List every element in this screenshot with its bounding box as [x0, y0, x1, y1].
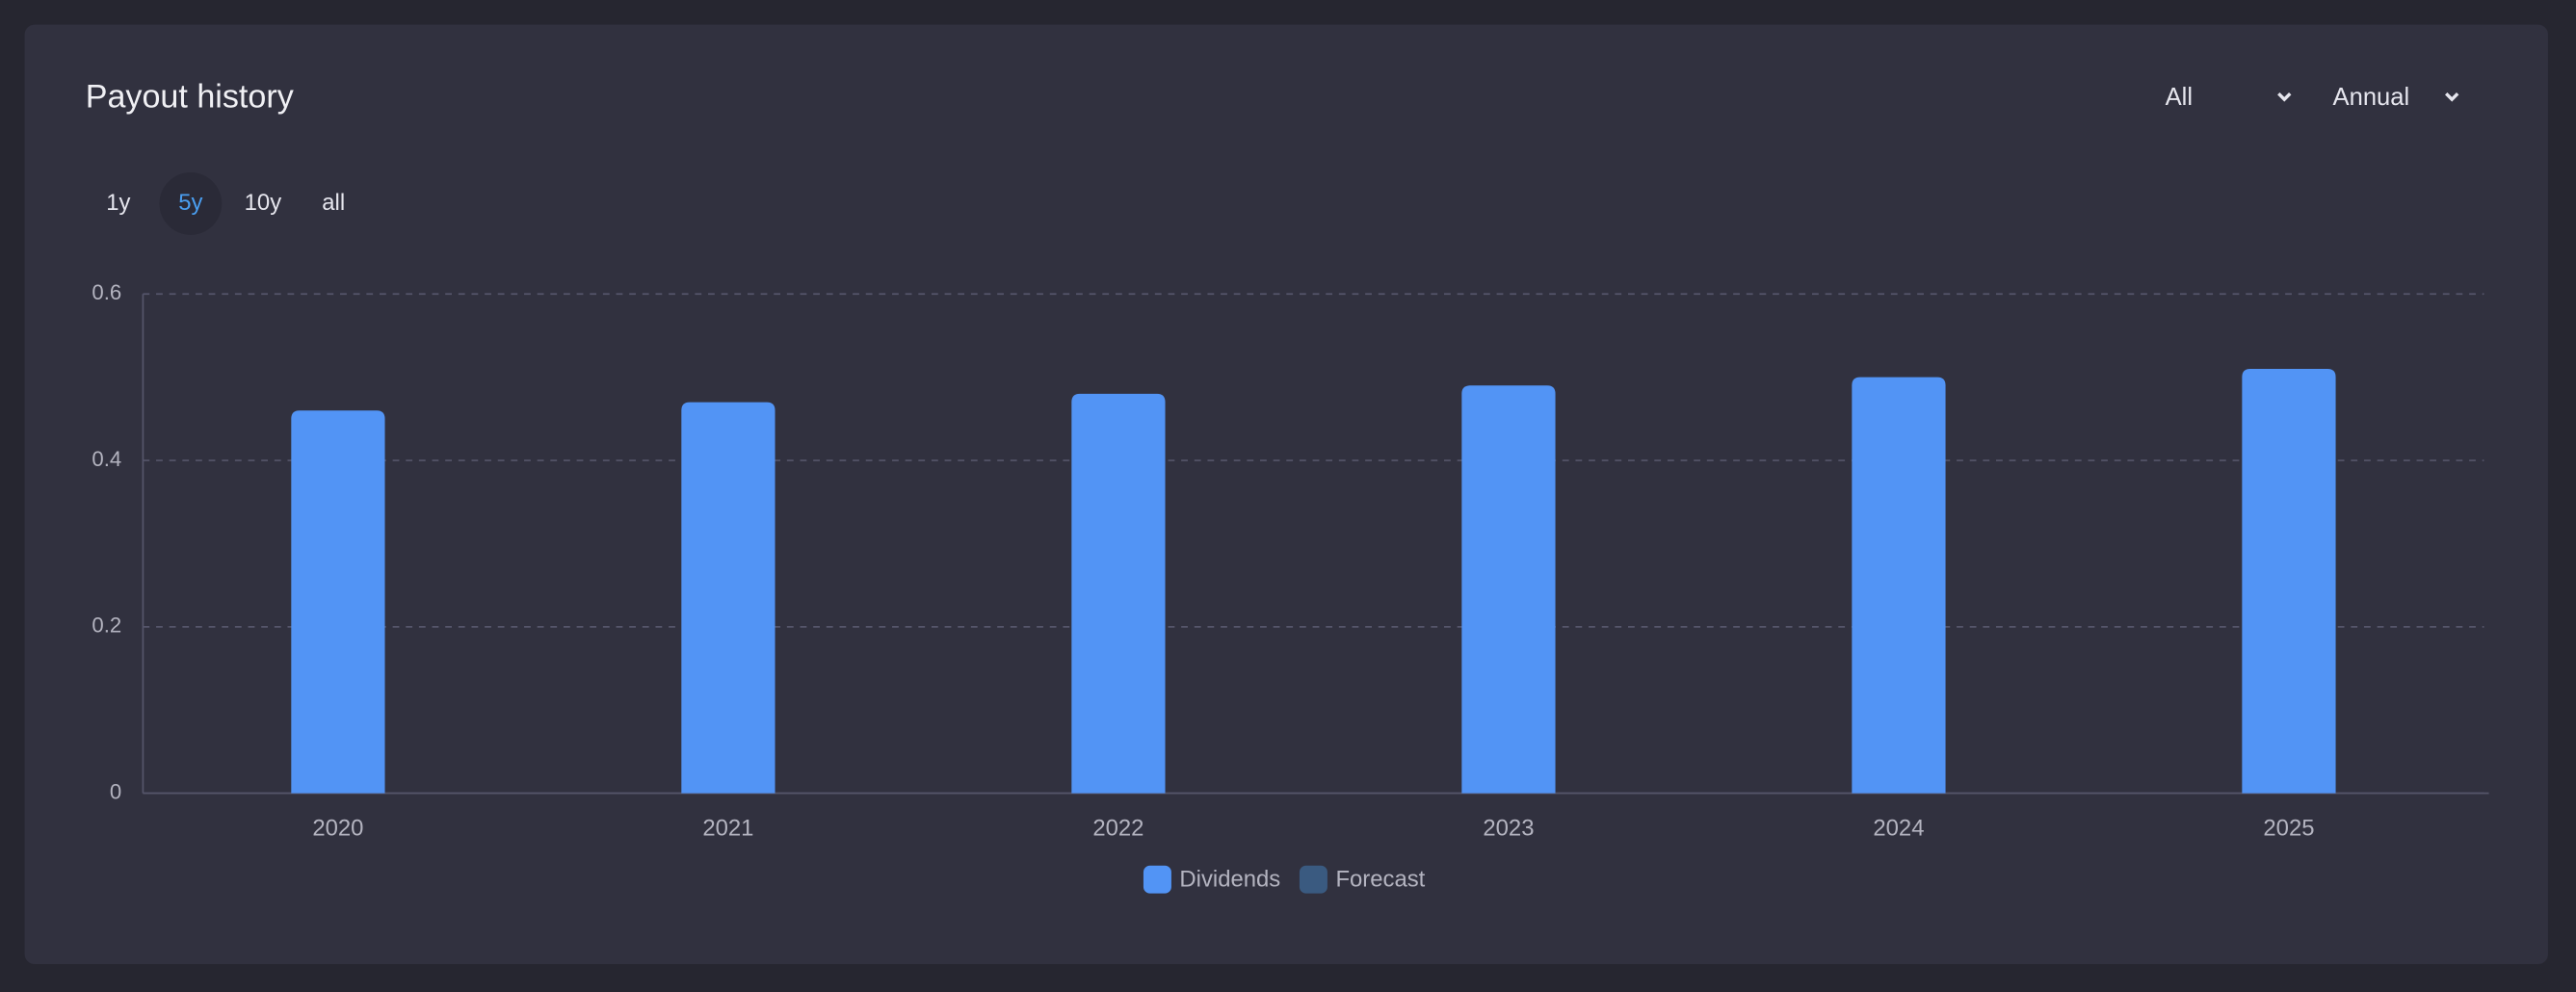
bar — [2242, 369, 2336, 794]
bar — [291, 410, 385, 794]
range-tab[interactable]: 10y — [245, 190, 282, 216]
x-tick-label: 2021 — [702, 815, 753, 841]
x-tick-label: 2020 — [312, 815, 363, 841]
range-tab[interactable]: 5y — [178, 190, 202, 216]
y-tick-label: 0.6 — [92, 280, 121, 304]
active-range-bg — [159, 172, 223, 235]
range-tab[interactable]: all — [322, 190, 345, 216]
chevron — [2277, 91, 2292, 102]
legend-label[interactable]: Forecast — [1335, 866, 1425, 892]
bar — [681, 402, 775, 794]
bar — [1852, 377, 1946, 794]
range-tab[interactable]: 1y — [106, 190, 130, 216]
dropdown-label[interactable]: All — [2166, 84, 2193, 111]
y-tick-label: 0.4 — [92, 447, 121, 471]
legend-swatch[interactable] — [1299, 865, 1327, 894]
x-tick-label: 2025 — [2263, 815, 2314, 841]
chevron — [2445, 91, 2459, 102]
bar — [1071, 393, 1166, 794]
y-tick-label: 0.2 — [92, 613, 121, 638]
card-title: Payout history — [86, 78, 294, 115]
dropdown-label[interactable]: Annual — [2333, 84, 2410, 111]
x-tick-label: 2022 — [1092, 815, 1143, 841]
legend-swatch[interactable] — [1143, 865, 1171, 894]
bar — [1461, 385, 1556, 794]
y-tick-label: 0 — [110, 780, 121, 804]
period-dropdown[interactable]: Annual — [2333, 84, 2459, 111]
filter-dropdown[interactable]: All — [2166, 84, 2292, 111]
x-tick-label: 2024 — [1873, 815, 1924, 841]
legend-label[interactable]: Dividends — [1179, 866, 1280, 892]
card — [24, 24, 2548, 965]
x-tick-label: 2023 — [1483, 815, 1534, 841]
